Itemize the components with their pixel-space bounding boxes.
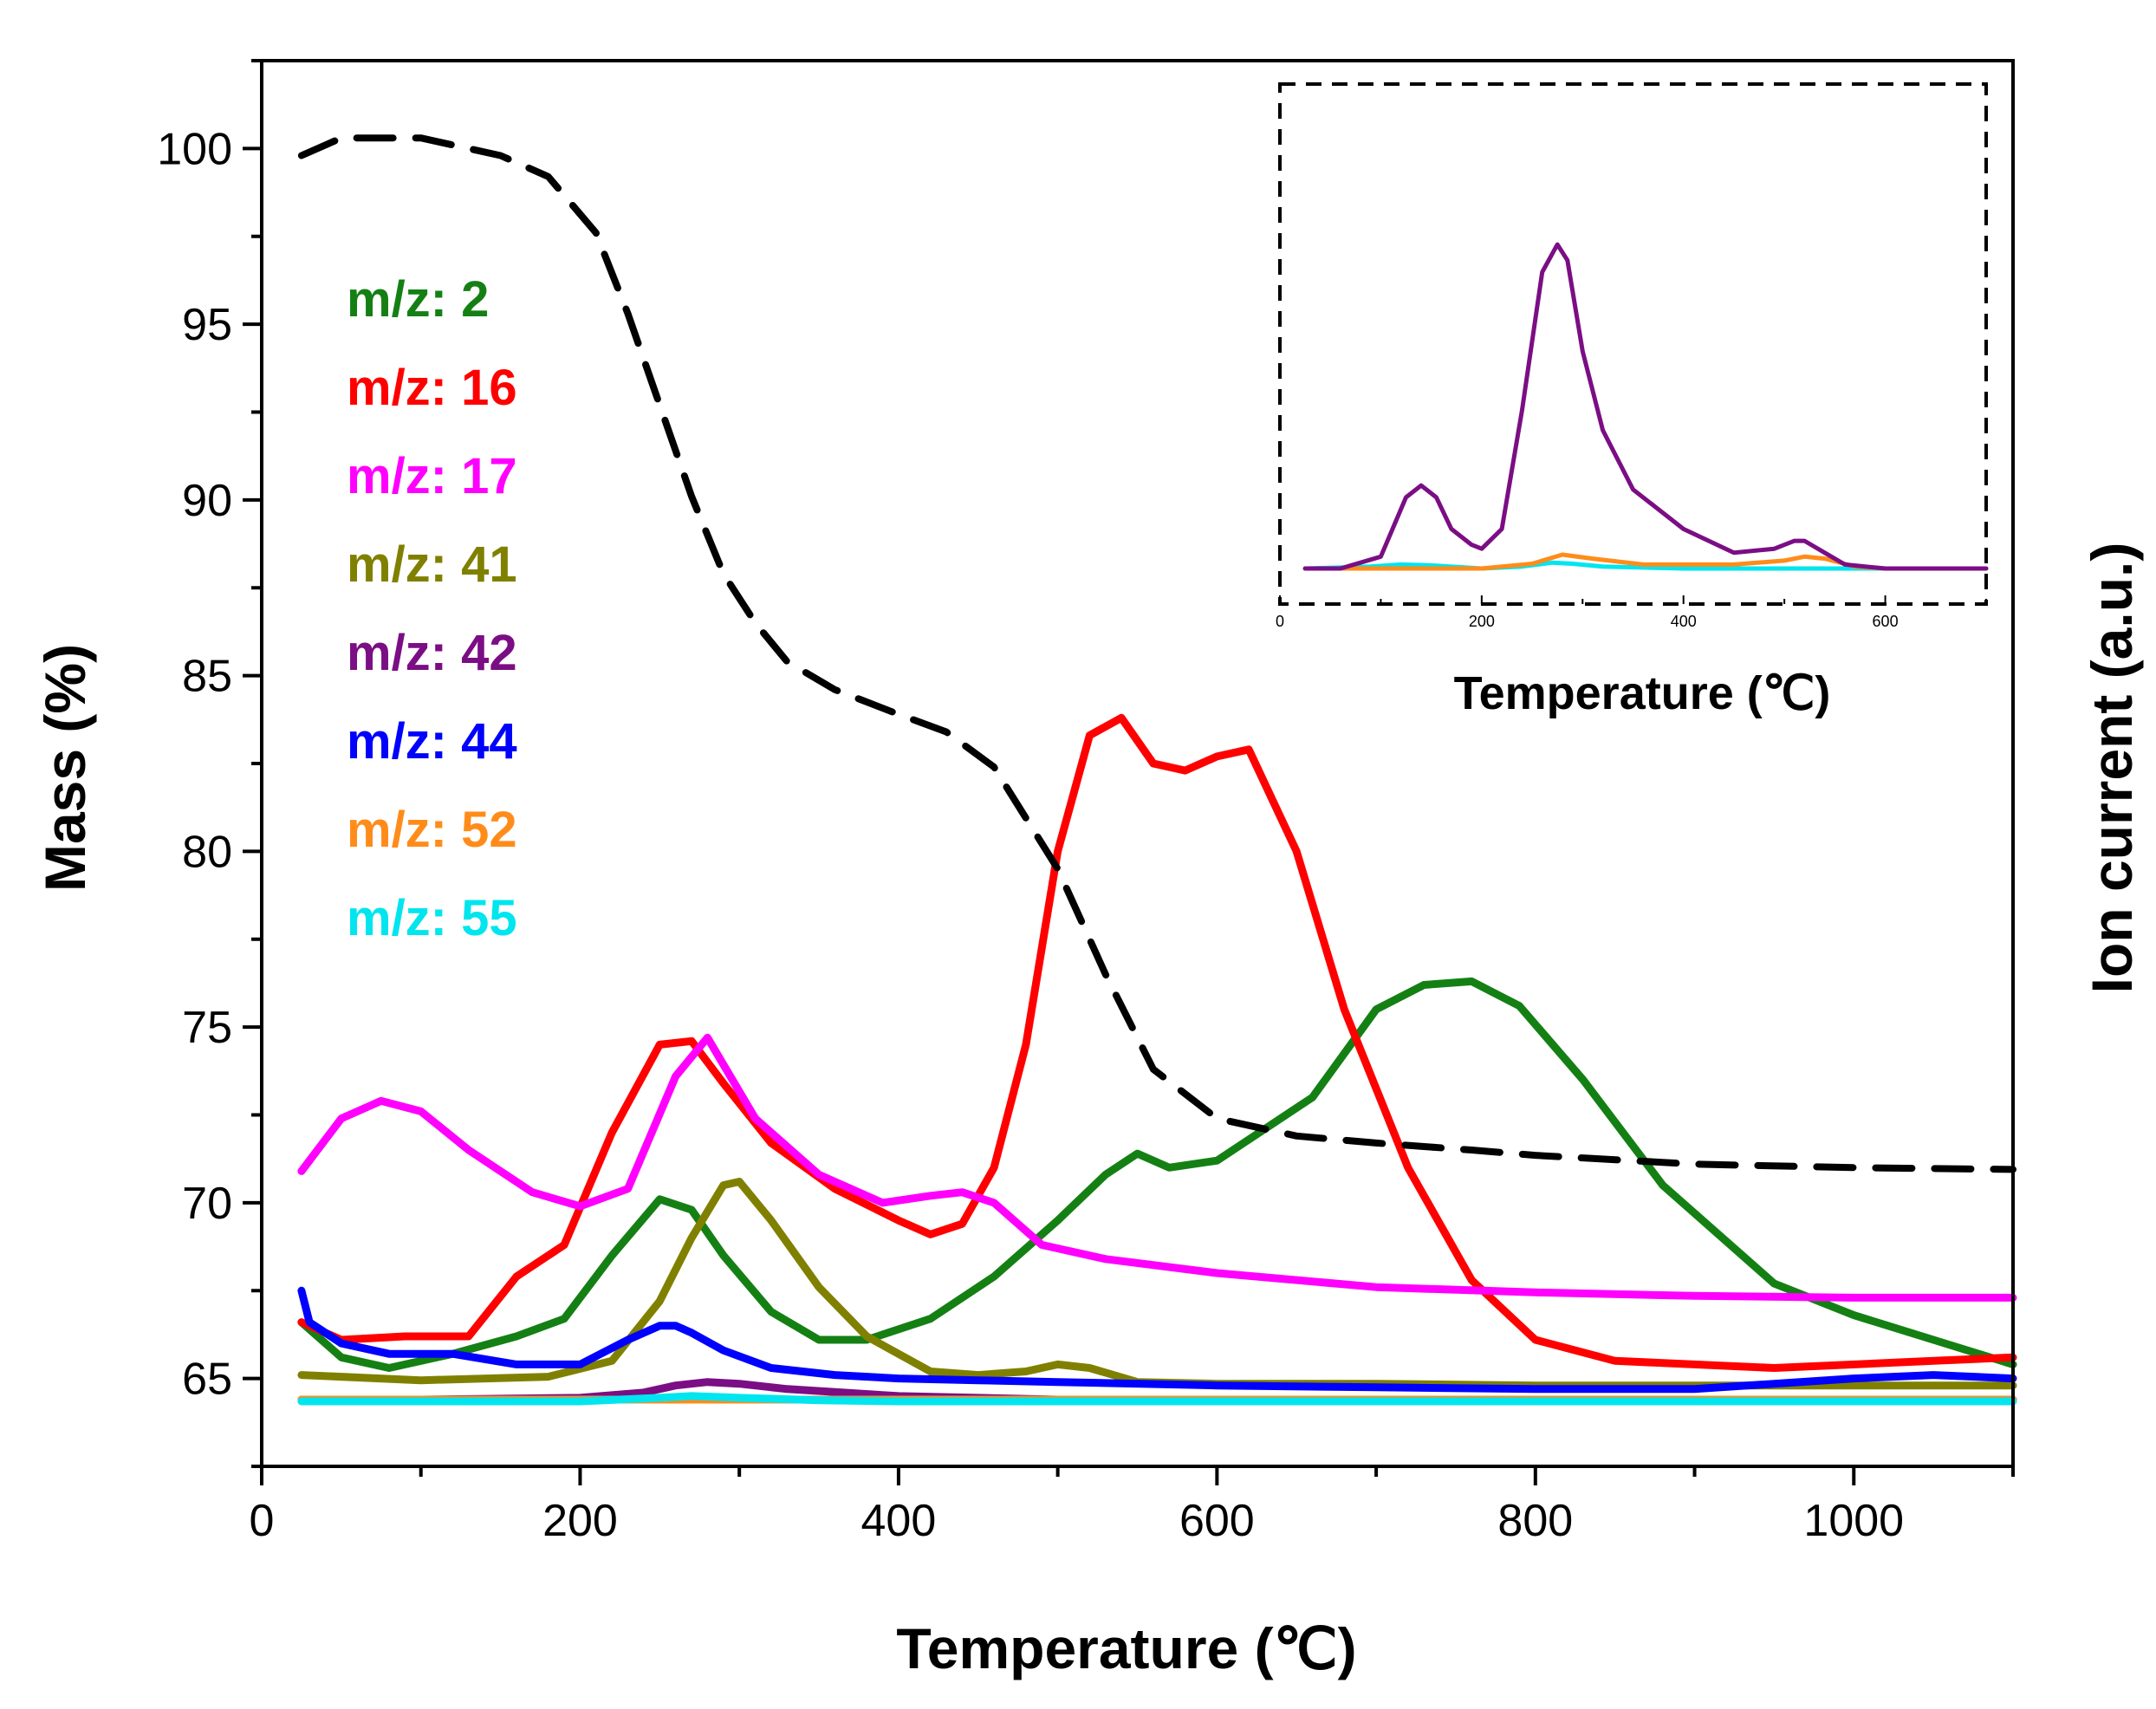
main-series-group [297,134,2017,1406]
series-line-m-z-55 [297,1392,2017,1406]
legend-item-m-z-52: m/z: 52 [347,802,517,858]
x-tick-label: 200 [542,1496,618,1546]
inset-x-tick-label: 200 [1469,613,1495,630]
x-tick-label: 1000 [1803,1496,1904,1546]
legend-item-m-z-44: m/z: 44 [347,713,517,770]
inset-series-line-m-z-55 [1302,560,1989,571]
legend-item-m-z-41: m/z: 41 [347,536,517,593]
inset-x-tick-label: 600 [1873,613,1899,630]
main-axes: 0 200 400 600 800 1000 65 70 75 80 85 90 95 100 [157,59,2015,1546]
x-axis-title: Temperature (℃) [896,1616,1356,1680]
x-tick-label: 600 [1179,1496,1255,1546]
inset-x-tick-label: 0 [1276,613,1284,630]
y-tick-label: 75 [182,1003,232,1053]
y-tick-label: 80 [182,827,232,877]
series-line-m-z-2 [297,977,2017,1372]
plot-frame [260,59,2015,1468]
x-tick-label: 0 [250,1496,275,1546]
series-line-mass [297,134,2016,1173]
y-tick-label: 70 [182,1179,232,1229]
legend-item-m-z-55: m/z: 55 [347,890,517,946]
x-tick-label: 800 [1497,1496,1573,1546]
inset-x-axis-title: Temperature (℃) [1454,667,1831,719]
y-tick-label: 85 [182,652,232,702]
y-axis-title: Mass (%) [33,644,97,892]
y-tick-label: 95 [182,300,232,350]
y-tick-label: 90 [182,476,232,526]
y-tick-label: 65 [182,1355,232,1405]
legend-item-m-z-17: m/z: 17 [347,448,517,504]
legend-item-m-z-16: m/z: 16 [347,360,517,416]
y-tick-label: 100 [157,124,232,174]
inset-chart: 0 200 400 600 [1276,82,1989,630]
series-line-m-z-44 [297,1286,2017,1394]
inset-series-line-m-z-42 [1302,242,1989,571]
legend: m/z: 2 m/z: 16 m/z: 17 m/z: 41 m/z: 42 m/z: 4… [347,271,517,946]
inset-frame [1278,82,1988,606]
y2-axis-title: Ion current (a.u.) [2080,543,2144,994]
series-line-m-z-41 [297,1178,2017,1390]
legend-item-m-z-42: m/z: 42 [347,625,517,681]
x-tick-label: 400 [861,1496,937,1546]
inset-x-tick-label: 400 [1671,613,1697,630]
series-line-m-z-17 [297,1033,2017,1302]
legend-item-m-z-2: m/z: 2 [347,271,489,328]
